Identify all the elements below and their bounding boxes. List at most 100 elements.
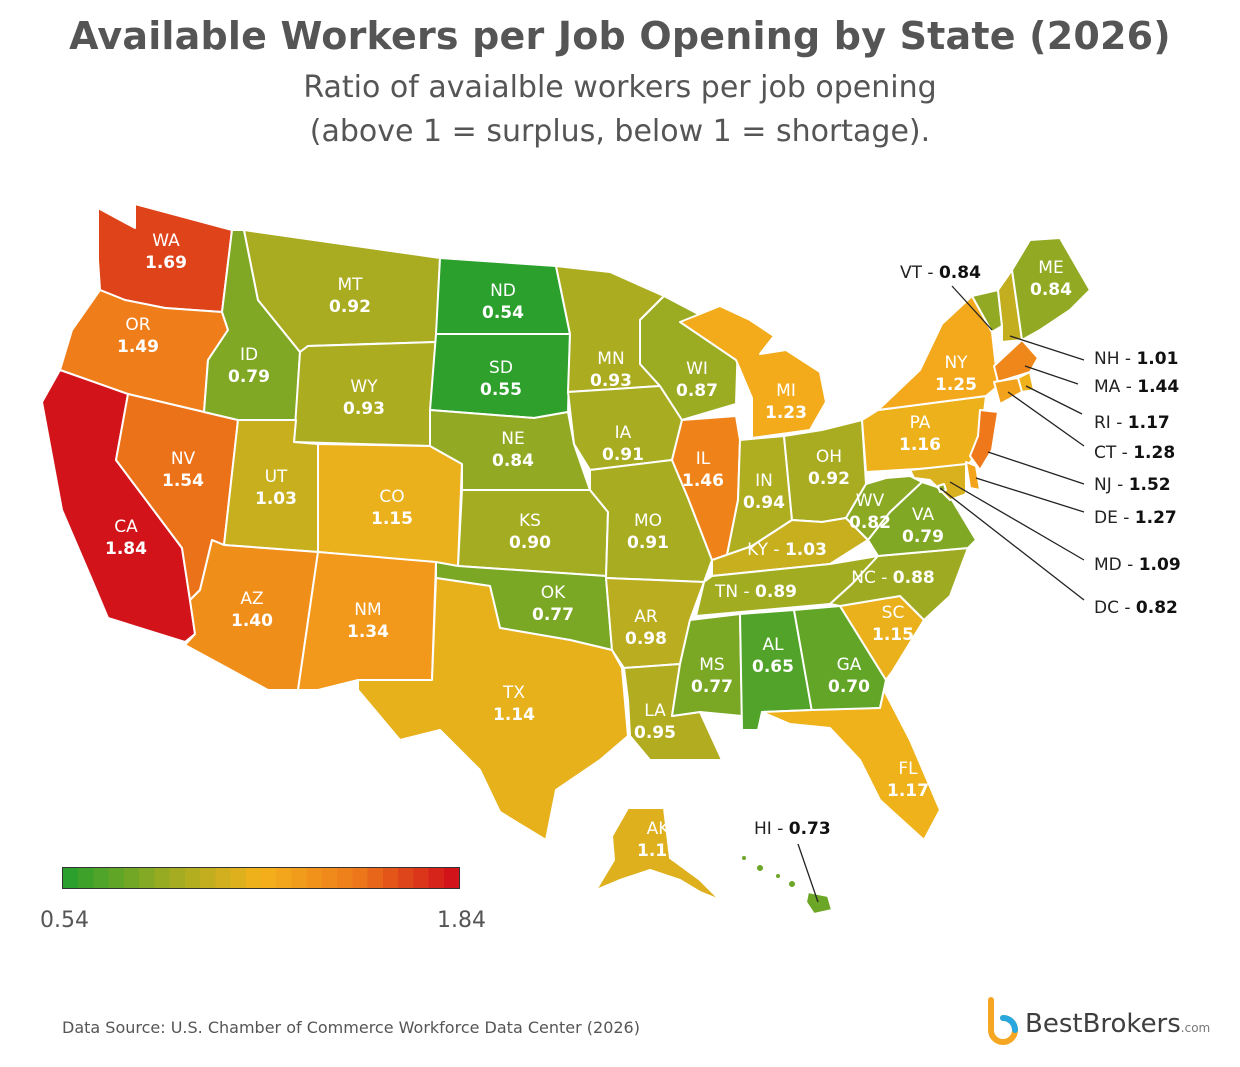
- state-abbr-wa: WA: [152, 231, 180, 251]
- callout-ma: MA - 1.44: [1094, 377, 1179, 397]
- state-value-ks: 0.90: [509, 533, 551, 553]
- state-abbr-ca: CA: [114, 517, 138, 537]
- state-AK: [595, 807, 721, 901]
- state-value-sd: 0.55: [480, 380, 522, 400]
- state-abbr-in: IN: [755, 471, 773, 491]
- state-value-fl: 1.17: [887, 781, 929, 801]
- state-value-nm: 1.34: [347, 622, 389, 642]
- state-value-wv: 0.82: [849, 513, 891, 533]
- callout-lines: [797, 285, 1085, 903]
- state-labels: WA1.69OR1.49CA1.84NV1.54ID0.79MT0.92WY0.…: [105, 231, 1072, 861]
- state-FL: [761, 689, 941, 841]
- state-value-il: 1.46: [682, 471, 724, 491]
- legend-max-label: 1.84: [437, 908, 486, 933]
- brand-name: BestBrokers.com: [1025, 1009, 1211, 1039]
- state-abbr-mt: MT: [337, 275, 363, 295]
- state-abbr-ut: UT: [265, 467, 288, 487]
- state-value-az: 1.40: [231, 611, 273, 631]
- callout-vt: VT - 0.84: [900, 263, 981, 283]
- callout-labels: VT - 0.84 NH - 1.01 MA - 1.44 RI - 1.17 CT -…: [754, 263, 1181, 839]
- state-NH: [997, 269, 1023, 343]
- state-abbr-fl: FL: [898, 759, 918, 779]
- state-abbr-la: LA: [644, 701, 666, 721]
- callout-dc: DC - 0.82: [1094, 598, 1178, 618]
- state-abbr-wv: WV: [856, 491, 885, 511]
- state-abbr-sd: SD: [489, 358, 513, 378]
- state-abbr-tx: TX: [502, 683, 525, 703]
- state-value-ut: 1.03: [255, 489, 297, 509]
- state-abbr-ne: NE: [501, 429, 524, 449]
- state-value-ne: 0.84: [492, 451, 534, 471]
- data-source: Data Source: U.S. Chamber of Commerce Wo…: [62, 1018, 640, 1037]
- state-DE: [965, 461, 981, 491]
- state-NM: [297, 551, 437, 691]
- state-value-or: 1.49: [117, 337, 159, 357]
- state-abbr-co: CO: [379, 487, 404, 507]
- state-abbr-nv: NV: [171, 449, 196, 469]
- state-value-wa: 1.69: [145, 253, 187, 273]
- state-value-me: 0.84: [1030, 280, 1072, 300]
- state-abbr-wi: WI: [686, 359, 708, 379]
- state-value-ca: 1.84: [105, 539, 147, 559]
- state-value-mi: 1.23: [765, 403, 807, 423]
- state-abbr-ms: MS: [699, 655, 724, 675]
- state-abbr-il: IL: [696, 449, 711, 469]
- map-title: Available Workers per Job Opening by Sta…: [69, 14, 1171, 58]
- state-value-pa: 1.16: [899, 435, 941, 455]
- state-abbr-or: OR: [125, 315, 150, 335]
- callout-de: DE - 1.27: [1094, 508, 1177, 528]
- state-label-ky: KY - 1.03: [747, 540, 827, 560]
- state-value-id: 0.79: [228, 367, 270, 387]
- state-DC: [937, 483, 947, 493]
- state-value-co: 1.15: [371, 509, 413, 529]
- state-NJ: [969, 409, 999, 471]
- state-ME: [1011, 237, 1091, 341]
- brand-b-icon: [988, 997, 1018, 1045]
- state-label-nc: NC - 0.88: [851, 568, 934, 588]
- state-value-ms: 0.77: [691, 677, 733, 697]
- state-value-ny: 1.25: [935, 375, 977, 395]
- state-value-nd: 0.54: [482, 303, 524, 323]
- state-value-mn: 0.93: [590, 371, 632, 391]
- state-value-ar: 0.98: [625, 629, 667, 649]
- state-value-va: 0.79: [902, 527, 944, 547]
- callout-nj: NJ - 1.52: [1094, 475, 1171, 495]
- state-abbr-wy: WY: [350, 377, 378, 397]
- state-abbr-ia: IA: [615, 423, 632, 443]
- callout-ri: RI - 1.17: [1094, 413, 1170, 433]
- state-abbr-nd: ND: [490, 281, 516, 301]
- state-abbr-oh: OH: [816, 447, 842, 467]
- state-value-sc: 1.15: [872, 625, 914, 645]
- state-value-wi: 0.87: [676, 381, 718, 401]
- state-CT: [993, 377, 1023, 405]
- state-abbr-me: ME: [1038, 258, 1063, 278]
- state-value-ia: 0.91: [602, 445, 644, 465]
- state-label-tn: TN - 0.89: [714, 582, 797, 602]
- state-abbr-ks: KS: [519, 511, 541, 531]
- callout-hi: HI - 0.73: [754, 819, 831, 839]
- state-abbr-mo: MO: [634, 511, 662, 531]
- state-abbr-al: AL: [762, 635, 784, 655]
- legend-min-label: 0.54: [40, 908, 89, 933]
- state-value-ak: 1.11: [637, 841, 679, 861]
- state-value-ok: 0.77: [532, 605, 574, 625]
- state-value-oh: 0.92: [808, 469, 850, 489]
- state-abbr-id: ID: [240, 345, 258, 365]
- state-MA: [993, 339, 1039, 383]
- state-TX: [357, 577, 629, 841]
- state-value-mo: 0.91: [627, 533, 669, 553]
- state-HI: [740, 854, 833, 915]
- state-MD: [909, 463, 967, 501]
- state-value-mt: 0.92: [329, 297, 371, 317]
- state-value-in: 0.94: [743, 493, 785, 513]
- state-abbr-ar: AR: [634, 607, 658, 627]
- state-abbr-ny: NY: [944, 353, 968, 373]
- state-abbr-va: VA: [912, 505, 935, 525]
- state-value-al: 0.65: [752, 657, 794, 677]
- state-value-wy: 0.93: [343, 399, 385, 419]
- callout-ct: CT - 1.28: [1094, 443, 1175, 463]
- color-scale-legend: [62, 867, 460, 889]
- callout-nh: NH - 1.01: [1094, 349, 1178, 369]
- map-subtitle-line2: (above 1 = surplus, below 1 = shortage).: [309, 114, 931, 149]
